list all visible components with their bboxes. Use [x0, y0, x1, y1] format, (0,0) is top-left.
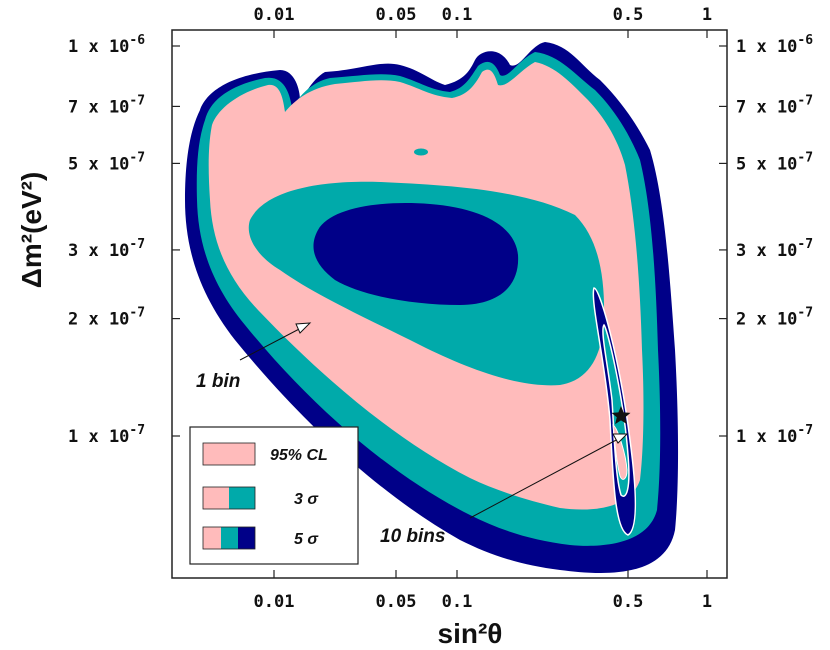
best-fit-star: [611, 406, 631, 425]
arrow-1bin-line: [239, 326, 304, 361]
x-tick-label-top-1: 0.05: [376, 5, 417, 25]
x-tick-label-bottom-4: 1: [702, 592, 712, 612]
y-tick-label-right-3: 3 x 10-7: [736, 237, 813, 261]
legend-swatch-95cl: [202, 442, 256, 466]
legend-swatch-5sigma-b: [221, 527, 238, 549]
annotation-arrows: [239, 322, 629, 519]
y-tick-label-left-3: 3 x 10-7: [68, 237, 145, 261]
x-tick-label-bottom-2: 0.1: [442, 592, 473, 612]
x-tick-label-top-0: 0.01: [254, 5, 295, 25]
legend-swatch-5sigma-c: [238, 527, 255, 549]
y-tick-label-left-1: 7 x 10-7: [68, 93, 145, 117]
x-axis-label: sin²θ: [438, 618, 503, 649]
region-island: [414, 148, 428, 156]
x-tick-label-bottom-1: 0.05: [376, 592, 417, 612]
arrow-10bins-head: [612, 433, 629, 444]
y-tick-label-right-2: 5 x 10-7: [736, 150, 813, 174]
arrow-10bins-line: [469, 437, 621, 519]
legend-swatch-3sigma-frame: [202, 486, 256, 510]
y-tick-label-left-4: 2 x 10-7: [68, 306, 145, 330]
x-tick-label-top-3: 0.5: [613, 5, 644, 25]
y-tick-label-left-5: 1 x 10-7: [68, 423, 145, 447]
x-tick-label-top-2: 0.1: [442, 5, 473, 25]
y-tick-label-right-0: 1 x 10-6: [736, 33, 813, 57]
legend: 95% CL 3 σ 5 σ: [189, 426, 359, 565]
legend-label-95cl: 95% CL: [270, 447, 328, 464]
legend-swatch-3sigma-b: [229, 487, 255, 509]
legend-swatch-5sigma-a: [203, 527, 221, 549]
x-tick-label-top-4: 1: [702, 5, 712, 25]
arrow-1bin-head: [295, 322, 312, 334]
legend-swatch-5sigma-frame: [202, 526, 256, 550]
contour-regions-1bin: [185, 42, 679, 574]
x-tick-label-bottom-0: 0.01: [254, 592, 295, 612]
annotation-10-bins: 10 bins: [380, 526, 445, 547]
y-tick-label-right-5: 1 x 10-7: [736, 423, 813, 447]
y-tick-label-right-1: 7 x 10-7: [736, 93, 813, 117]
y-tick-label-right-4: 2 x 10-7: [736, 306, 813, 330]
y-axis-label: Δm²(eV²): [16, 172, 47, 289]
x-tick-label-bottom-3: 0.5: [613, 592, 644, 612]
annotation-1-bin: 1 bin: [196, 371, 240, 392]
y-tick-label-left-0: 1 x 10-6: [68, 33, 145, 57]
legend-label-3sigma: 3 σ: [294, 491, 319, 508]
y-tick-label-left-2: 5 x 10-7: [68, 150, 145, 174]
legend-swatch-3sigma-a: [203, 487, 229, 509]
region-95cl-inner: [313, 203, 519, 305]
legend-label-5sigma: 5 σ: [294, 531, 319, 548]
